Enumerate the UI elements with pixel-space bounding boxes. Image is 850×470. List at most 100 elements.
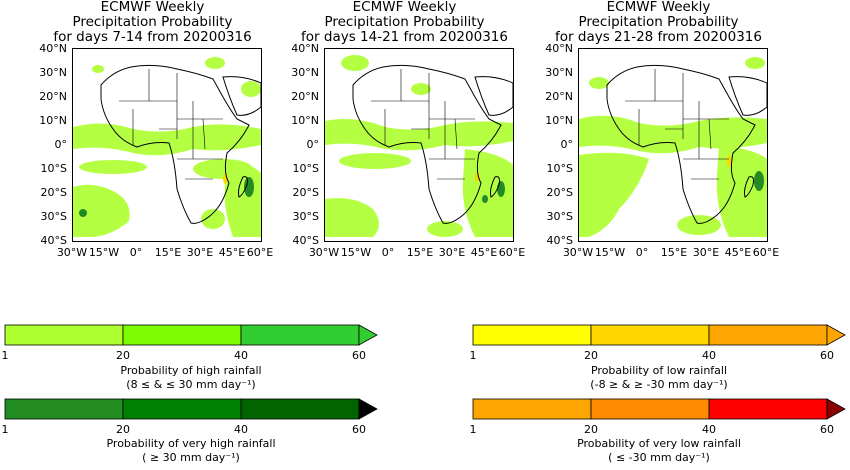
map-panel-days-7-14: ECMWF Weekly Precipitation Probability f… xyxy=(30,0,275,260)
lat-tick: 10°S xyxy=(292,162,319,175)
lat-tick: 30°N xyxy=(545,66,573,79)
map-title-line-1: ECMWF Weekly xyxy=(100,0,205,15)
lat-tick: 20°N xyxy=(545,90,573,103)
lon-tick: 30°E xyxy=(186,246,214,259)
low-rainfall-shading xyxy=(727,155,731,167)
colorbar-tick: 1 xyxy=(1,349,9,362)
colorbar-segment xyxy=(240,398,360,420)
colorbar-segment xyxy=(472,324,592,346)
map-title: ECMWF Weekly Precipitation Probability f… xyxy=(282,0,527,45)
lon-tick: 15°E xyxy=(660,246,688,259)
colorbar-unit-label: (-8 ≥ & ≥ -30 mm day⁻¹) xyxy=(590,378,728,391)
map-title-line-2: Precipitation Probability xyxy=(72,14,233,30)
colorbar-label: Probability of very high rainfall xyxy=(106,437,276,450)
africa-coastline xyxy=(606,64,756,224)
map-panel-days-21-28: ECMWF Weekly Precipitation Probability f… xyxy=(536,0,781,260)
map-title: ECMWF Weekly Precipitation Probability f… xyxy=(536,0,781,45)
colorbar-unit-label: (8 ≤ & ≤ 30 mm day⁻¹) xyxy=(126,378,256,391)
map-title-line-3: for days 21-28 from 20200316 xyxy=(555,29,762,45)
lon-tick: 15°W xyxy=(88,246,120,259)
lat-tick: 0° xyxy=(306,138,320,151)
map-title-line-3: for days 14-21 from 20200316 xyxy=(301,29,508,45)
colorbar-segment xyxy=(590,324,710,346)
colorbar-tick: 1 xyxy=(469,423,477,436)
lon-tick: 30°W xyxy=(308,246,340,259)
country-borders xyxy=(625,69,729,180)
lat-tick: 10°N xyxy=(545,114,573,127)
madagascar-outline xyxy=(744,176,754,198)
colorbar-tick: 40 xyxy=(702,349,716,362)
colorbar-tick: 40 xyxy=(234,349,248,362)
colorbar-label: Probability of high rainfall xyxy=(120,364,262,377)
colorbar-segment xyxy=(708,324,828,346)
high-rainfall-shading xyxy=(73,57,261,237)
colorbar-tick: 20 xyxy=(116,423,130,436)
colorbar-extend-arrow xyxy=(358,324,378,346)
lon-tick: 30°W xyxy=(562,246,594,259)
lat-tick: 0° xyxy=(560,138,574,151)
colorbar-tick: 40 xyxy=(234,423,248,436)
high-rainfall-shading xyxy=(325,55,513,237)
colorbar-unit-label: ( ≤ -30 mm day⁻¹) xyxy=(608,451,710,464)
country-borders xyxy=(119,69,223,180)
lon-tick: 15°E xyxy=(406,246,434,259)
country-borders xyxy=(371,69,475,180)
africa-coastline xyxy=(352,64,502,224)
colorbar-extend-arrow xyxy=(826,398,846,420)
lon-tick: 60°E xyxy=(246,246,274,259)
lat-tick: 10°S xyxy=(546,162,573,175)
colorbar-tick: 60 xyxy=(352,349,366,362)
lon-tick: 15°W xyxy=(340,246,372,259)
lat-tick: 40°N xyxy=(545,42,573,55)
high-rainfall-shading xyxy=(579,57,767,237)
colorbar-label: Probability of very low rainfall xyxy=(577,437,741,450)
lat-tick: 40°N xyxy=(39,42,67,55)
colorbar-tick: 60 xyxy=(820,349,834,362)
colorbar-segment xyxy=(472,398,592,420)
map-title-line-1: ECMWF Weekly xyxy=(606,0,711,15)
madagascar-outline xyxy=(490,176,500,198)
colorbar-high-rainfall: 1 20 40 60 Probability of high rainfall … xyxy=(2,324,378,391)
map-title-line-3: for days 7-14 from 20200316 xyxy=(53,29,252,45)
map-plot-area xyxy=(72,48,262,242)
colorbar-segment xyxy=(590,398,710,420)
lon-tick: 15°E xyxy=(154,246,182,259)
colorbar-unit-label: ( ≥ 30 mm day⁻¹) xyxy=(142,451,240,464)
colorbar-tick: 20 xyxy=(584,423,598,436)
colorbar-tick: 40 xyxy=(702,423,716,436)
lat-tick: 10°N xyxy=(291,114,319,127)
arabia-outline xyxy=(728,76,767,116)
lat-tick: 10°N xyxy=(39,114,67,127)
colorbar-tick: 1 xyxy=(1,423,9,436)
map-title-line-2: Precipitation Probability xyxy=(324,14,485,30)
colorbar-tick: 60 xyxy=(820,423,834,436)
colorbar-very-low-rainfall: 1 20 40 60 Probability of very low rainf… xyxy=(470,398,846,464)
lon-tick: 45°E xyxy=(218,246,246,259)
colorbar-label: Probability of low rainfall xyxy=(590,364,728,377)
colorbar-tick: 1 xyxy=(469,349,477,362)
map-panel-days-14-21: ECMWF Weekly Precipitation Probability f… xyxy=(282,0,527,260)
arabia-outline xyxy=(222,76,261,116)
lat-tick: 30°S xyxy=(40,210,67,223)
colorbar-extend-arrow xyxy=(826,324,846,346)
colorbar-extend-arrow xyxy=(358,398,378,420)
lon-tick: 60°E xyxy=(498,246,526,259)
lon-tick: 0° xyxy=(381,246,395,259)
colorbar-swatches xyxy=(4,398,378,420)
colorbar-swatches xyxy=(472,398,846,420)
map-plot-area xyxy=(578,48,768,242)
lon-tick: 60°E xyxy=(752,246,780,259)
africa-coastline xyxy=(100,64,250,224)
lat-tick: 20°N xyxy=(39,90,67,103)
lat-tick: 20°S xyxy=(292,186,319,199)
lat-tick: 30°N xyxy=(291,66,319,79)
lat-tick: 30°N xyxy=(39,66,67,79)
map-title-line-1: ECMWF Weekly xyxy=(352,0,457,15)
map-title-line-2: Precipitation Probability xyxy=(578,14,739,30)
very-high-rainfall-shading xyxy=(79,177,254,217)
lat-tick: 0° xyxy=(54,138,68,151)
colorbar-segment xyxy=(122,398,242,420)
lon-tick: 15°W xyxy=(594,246,626,259)
lat-tick: 20°S xyxy=(546,186,573,199)
map-title: ECMWF Weekly Precipitation Probability f… xyxy=(30,0,275,45)
